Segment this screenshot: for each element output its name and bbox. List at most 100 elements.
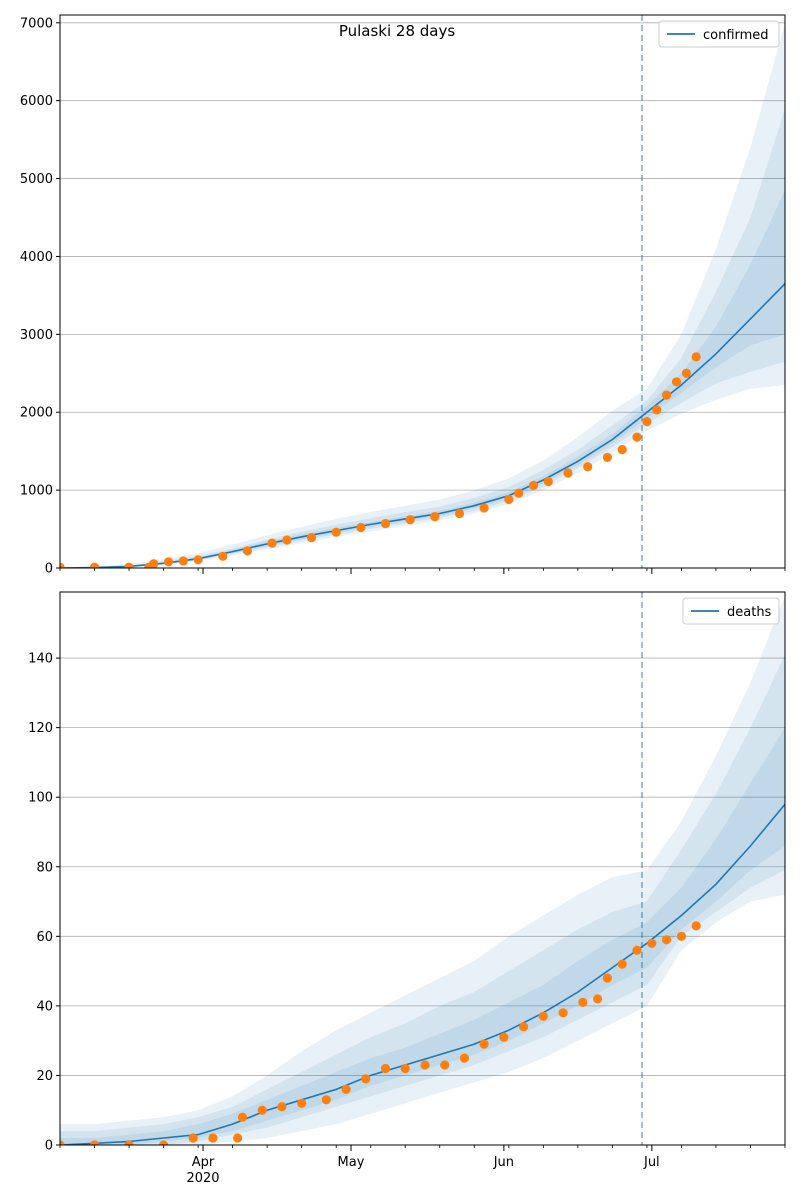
y-tick-label: 100 bbox=[28, 791, 53, 806]
data-point bbox=[647, 938, 657, 948]
data-point bbox=[380, 1063, 391, 1074]
data-point bbox=[662, 935, 672, 945]
y-tick-label: 1000 bbox=[20, 484, 53, 499]
data-point bbox=[642, 417, 652, 427]
data-point bbox=[380, 519, 391, 529]
data-point bbox=[159, 1140, 169, 1145]
data-point bbox=[237, 1112, 248, 1122]
data-point bbox=[593, 994, 603, 1004]
x-tick-label: May bbox=[338, 1155, 365, 1170]
data-point bbox=[321, 1095, 331, 1105]
data-point bbox=[297, 1098, 307, 1108]
data-point bbox=[602, 452, 613, 462]
plot-area bbox=[60, 595, 785, 1145]
data-point bbox=[691, 352, 701, 362]
data-point bbox=[163, 557, 174, 567]
legend-label: deaths bbox=[727, 605, 772, 620]
legend-box bbox=[682, 597, 780, 625]
data-point bbox=[405, 515, 415, 525]
y-tick-label: 120 bbox=[28, 721, 53, 736]
y-tick-label: 4000 bbox=[20, 250, 53, 265]
data-point bbox=[89, 1140, 100, 1145]
uncertainty-band bbox=[60, 595, 785, 1145]
y-tick-label: 140 bbox=[28, 652, 53, 667]
data-point bbox=[578, 997, 588, 1008]
x-tick-year-label: 2020 bbox=[186, 1171, 219, 1186]
data-point bbox=[632, 945, 642, 955]
data-point bbox=[563, 468, 573, 478]
uncertainty-band bbox=[60, 108, 785, 568]
data-point bbox=[652, 405, 662, 415]
x-tick-label: Apr bbox=[192, 1155, 215, 1170]
y-tick-label: 6000 bbox=[20, 94, 53, 109]
data-point bbox=[558, 1008, 568, 1018]
uncertainty-band bbox=[60, 654, 785, 1145]
data-point bbox=[538, 1011, 548, 1021]
data-point bbox=[528, 480, 539, 490]
plot-area bbox=[60, 22, 785, 568]
data-point bbox=[188, 1133, 198, 1143]
data-point bbox=[208, 1133, 218, 1143]
data-point bbox=[242, 546, 252, 556]
data-point bbox=[519, 1022, 529, 1032]
data-point bbox=[602, 973, 613, 983]
x-tick-label: Jul bbox=[643, 1155, 660, 1170]
data-point bbox=[499, 1032, 509, 1042]
data-point bbox=[440, 1060, 450, 1070]
model-line bbox=[60, 803, 785, 1145]
data-point bbox=[149, 559, 159, 568]
data-point bbox=[459, 1053, 469, 1063]
uncertainty-band bbox=[60, 22, 785, 568]
y-tick-label: 40 bbox=[36, 999, 53, 1014]
data-point bbox=[124, 562, 134, 568]
legend: deaths bbox=[682, 597, 780, 625]
y-tick-label: 0 bbox=[45, 1139, 53, 1154]
deaths-panel: 0 20 40 60 80 100 120 140 Apr May Jun Jul 2020 deaths bbox=[28, 591, 786, 1186]
data-point bbox=[267, 538, 277, 548]
data-point bbox=[356, 522, 366, 533]
data-point bbox=[60, 1140, 65, 1145]
data-point bbox=[617, 959, 627, 969]
data-point bbox=[233, 1133, 243, 1143]
y-tick-label: 5000 bbox=[20, 172, 53, 187]
data-point bbox=[306, 533, 317, 543]
legend-box bbox=[658, 20, 780, 48]
y-tick-label: 60 bbox=[36, 930, 53, 945]
data-point bbox=[479, 1039, 489, 1049]
data-point bbox=[277, 1102, 287, 1112]
y-tick-label: 0 bbox=[45, 562, 53, 577]
data-point bbox=[341, 1084, 351, 1094]
data-point bbox=[479, 503, 489, 513]
data-point bbox=[691, 921, 701, 931]
data-point bbox=[420, 1060, 430, 1070]
axes-frame bbox=[59, 14, 786, 569]
y-tick-label: 20 bbox=[36, 1069, 53, 1084]
data-point bbox=[632, 432, 642, 442]
data-point bbox=[282, 535, 292, 545]
data-point bbox=[671, 377, 682, 387]
data-point bbox=[514, 488, 524, 498]
data-point bbox=[60, 562, 65, 568]
y-tick-label: 7000 bbox=[20, 16, 53, 31]
y-tick-label: 3000 bbox=[20, 328, 53, 343]
data-point bbox=[504, 494, 514, 505]
data-point bbox=[361, 1074, 371, 1084]
data-point bbox=[257, 1105, 267, 1115]
data-point bbox=[193, 555, 203, 565]
data-point bbox=[662, 390, 672, 400]
data-point bbox=[681, 368, 692, 378]
axes-frame bbox=[59, 591, 786, 1146]
data-point bbox=[331, 527, 341, 537]
data-point bbox=[89, 562, 100, 568]
data-point bbox=[676, 931, 687, 941]
model-line bbox=[60, 283, 785, 568]
data-point bbox=[400, 1063, 410, 1074]
data-point bbox=[178, 556, 188, 566]
legend: confirmed bbox=[658, 20, 780, 48]
data-point bbox=[124, 1140, 134, 1145]
data-point bbox=[583, 462, 593, 472]
data-point bbox=[218, 551, 228, 561]
data-point bbox=[454, 508, 465, 519]
confirmed-panel: 0 1000 2000 3000 4000 5000 6000 7000 confirmed bbox=[20, 14, 786, 577]
